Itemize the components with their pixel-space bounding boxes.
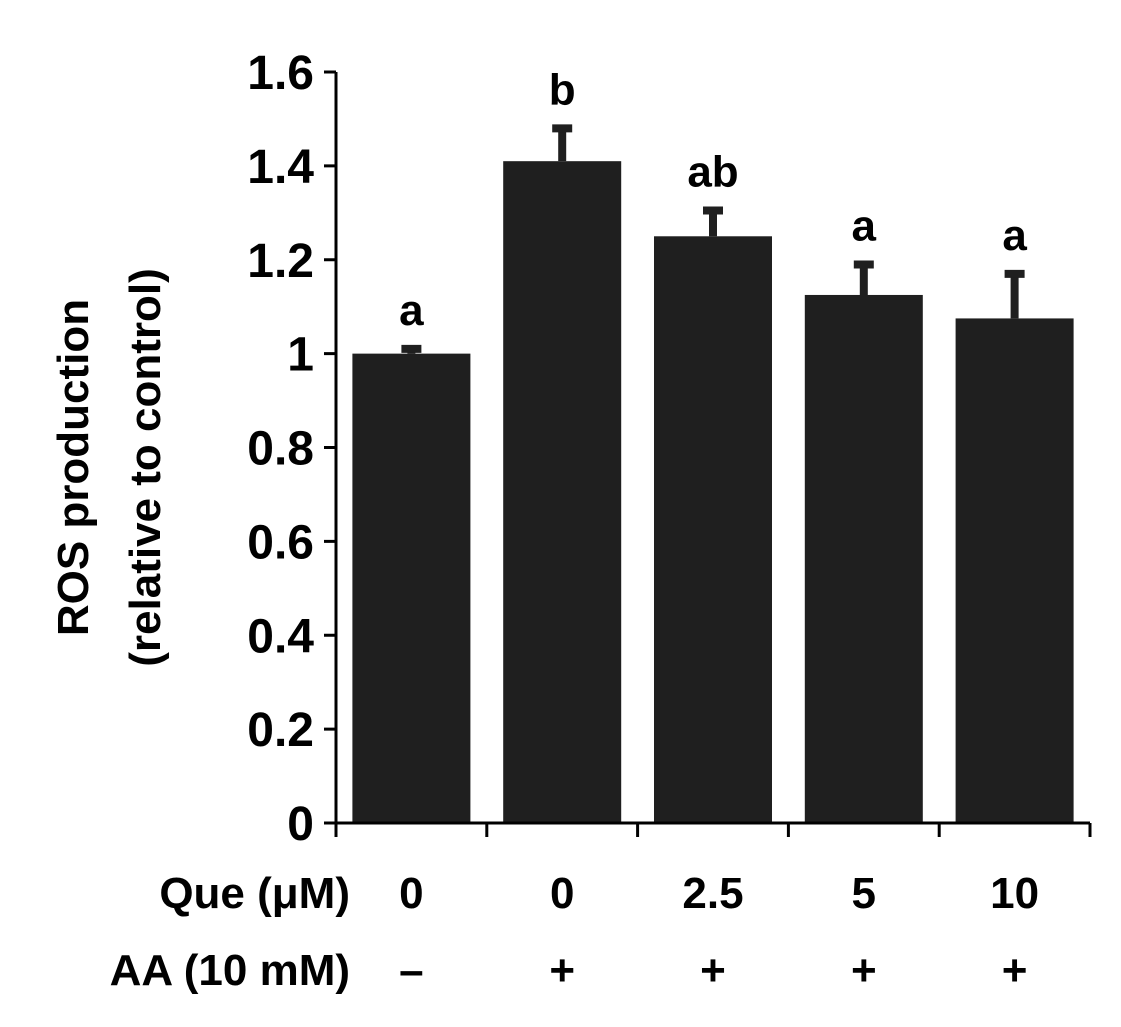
bar — [955, 318, 1074, 823]
condition-row-label: Que (μM) — [159, 869, 350, 918]
y-axis-title: ROS production (relative to control) — [49, 268, 170, 667]
axes — [324, 70, 1092, 837]
y-tick-label: 0.6 — [247, 516, 314, 569]
significance-label: a — [399, 286, 424, 335]
y-tick-label: 0.8 — [247, 423, 314, 476]
condition-value: 0 — [399, 869, 423, 918]
condition-value: + — [549, 946, 575, 995]
y-tick-label: 1.4 — [247, 141, 314, 194]
y-tick-label: 0 — [287, 798, 314, 851]
y-tick-label: 1.2 — [247, 235, 314, 288]
significance-label: a — [1002, 211, 1027, 260]
significance-label: b — [549, 65, 576, 114]
y-tick-label: 0.4 — [247, 610, 314, 663]
bars — [352, 124, 1074, 823]
condition-value: 2.5 — [682, 869, 743, 918]
bar — [804, 294, 923, 823]
y-tick-label: 0.2 — [247, 704, 314, 757]
y-tick-label: 1.6 — [247, 47, 314, 100]
condition-value: + — [700, 946, 726, 995]
condition-value: + — [851, 946, 877, 995]
significance-label: ab — [687, 147, 738, 196]
bar — [503, 161, 622, 823]
significance-label: a — [852, 201, 877, 250]
condition-value: – — [399, 946, 423, 995]
condition-value: 0 — [550, 869, 574, 918]
y-axis-title-line: ROS production — [49, 299, 98, 636]
y-tick-label: 1 — [287, 329, 314, 382]
condition-value: 5 — [852, 869, 876, 918]
bar — [352, 353, 471, 823]
condition-value: + — [1002, 946, 1028, 995]
condition-row-label: AA (10 mM) — [110, 946, 350, 995]
bar — [654, 236, 772, 823]
y-axis-title-line: (relative to control) — [121, 268, 170, 667]
condition-value: 10 — [990, 869, 1039, 918]
